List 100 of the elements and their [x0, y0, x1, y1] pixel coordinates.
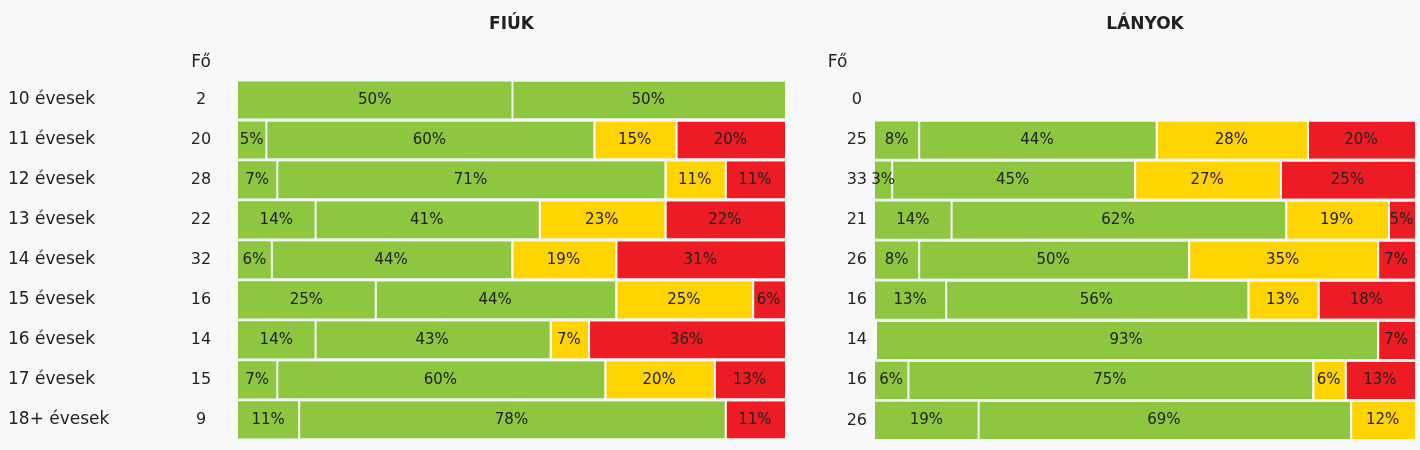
data-label: 44% — [374, 249, 408, 268]
data-label: 62% — [1101, 210, 1135, 229]
data-label: 6% — [879, 370, 904, 389]
data-label: 44% — [478, 289, 512, 308]
data-label: 75% — [1093, 370, 1127, 389]
text: 20 — [190, 129, 212, 149]
y-tick-label: 10 évesek — [8, 88, 96, 109]
data-label: 19% — [546, 249, 581, 268]
y-tick-label: 16 — [846, 289, 867, 309]
text: 2 — [195, 89, 207, 109]
bar — [875, 201, 951, 239]
data-label: 50% — [358, 89, 392, 108]
y-tick-label: 11 évesek — [8, 128, 96, 149]
data-label: 25% — [667, 289, 701, 308]
data-label: 12% — [1365, 410, 1400, 429]
data-label: 6% — [1316, 370, 1341, 389]
bar — [875, 401, 978, 439]
data-label: 56% — [1079, 290, 1114, 309]
data-label: 6% — [756, 289, 781, 308]
data-label: 11% — [678, 169, 712, 188]
y-axis-title: Fő — [827, 51, 848, 72]
text: 28 — [190, 169, 212, 189]
text: 9 — [195, 408, 207, 428]
data-label: 19% — [909, 410, 943, 429]
text: 14 — [190, 329, 212, 349]
text: 32 — [190, 249, 212, 269]
data-label: 71% — [453, 169, 488, 188]
data-label: 69% — [1147, 410, 1181, 429]
data-label: 13% — [893, 290, 927, 309]
data-label: 7% — [557, 329, 581, 348]
text: 16 — [190, 289, 212, 309]
y-tick-label: 21 — [846, 209, 867, 229]
text: 22 — [190, 209, 212, 229]
data-label: 15% — [617, 129, 652, 148]
bar — [238, 81, 512, 119]
data-label: 22% — [708, 209, 742, 228]
bar — [238, 401, 299, 439]
data-label: 20% — [642, 369, 676, 388]
y-tick-label: 12 évesek — [8, 168, 96, 189]
data-label: 5% — [1389, 210, 1414, 229]
data-label: 11% — [251, 409, 285, 428]
data-label: 50% — [1036, 250, 1070, 269]
y-tick-label: 14 évesek — [8, 248, 96, 269]
data-label: 18% — [1349, 290, 1384, 309]
data-label: 13% — [1266, 290, 1300, 309]
data-label: 14% — [259, 209, 293, 228]
data-label: 27% — [1190, 170, 1224, 188]
chart-title: LÁNYOK — [1106, 12, 1185, 34]
data-label: 60% — [423, 369, 458, 388]
data-label: 20% — [1344, 129, 1378, 148]
data-label: 7% — [245, 169, 270, 188]
y-tick-label: 16 évesek — [8, 328, 96, 349]
data-label: 13% — [732, 369, 767, 388]
data-label: 14% — [896, 210, 930, 229]
data-label: 31% — [683, 249, 717, 268]
bar — [238, 201, 315, 239]
data-label: 8% — [884, 129, 909, 148]
y-tick-label: 17 évesek — [8, 368, 96, 389]
y-tick-label: 25 — [846, 129, 867, 149]
data-label: 78% — [494, 409, 529, 428]
y-tick-label: 14 — [846, 329, 867, 349]
bar — [238, 321, 315, 359]
data-label: 7% — [1384, 250, 1408, 269]
data-label: 35% — [1266, 250, 1300, 269]
y-tick-label: 26 — [846, 409, 867, 429]
y-tick-label: 15 évesek — [8, 288, 96, 309]
bar — [875, 121, 919, 159]
data-label: 41% — [410, 209, 444, 228]
text: 15 — [190, 368, 212, 388]
y-tick-label: 18+ évesek — [8, 408, 110, 429]
data-label: 60% — [412, 129, 447, 148]
data-label: 7% — [245, 369, 270, 388]
data-label: 50% — [631, 89, 665, 108]
y-tick-label: 13 évesek — [8, 208, 96, 229]
chart-title: FIÚK — [489, 12, 535, 34]
data-label: 93% — [1109, 330, 1143, 349]
data-label: 45% — [996, 170, 1030, 188]
bar — [238, 161, 277, 199]
data-label: 14% — [259, 329, 293, 348]
data-label: 11% — [738, 409, 772, 428]
data-label: 28% — [1214, 129, 1249, 148]
data-label: 25% — [1330, 170, 1365, 188]
data-label: 25% — [289, 289, 324, 308]
bar — [238, 281, 375, 319]
data-label: 7% — [1384, 330, 1408, 349]
y-tick-label: 0 — [851, 89, 862, 109]
y-tick-label: 33 — [846, 169, 867, 189]
data-label: 13% — [1363, 370, 1397, 389]
data-label: 11% — [738, 169, 772, 188]
data-label: 43% — [415, 329, 449, 348]
data-label: 19% — [1320, 210, 1354, 229]
bar — [875, 281, 946, 319]
data-label: 8% — [884, 250, 909, 269]
data-label: 36% — [669, 329, 704, 348]
y-tick-label: 16 — [846, 369, 867, 389]
data-label: 6% — [242, 249, 267, 268]
y-tick-label: 26 — [846, 249, 867, 269]
data-label: 5% — [239, 129, 264, 148]
data-label: 23% — [585, 209, 619, 228]
y-axis-title: Fő — [191, 51, 211, 72]
